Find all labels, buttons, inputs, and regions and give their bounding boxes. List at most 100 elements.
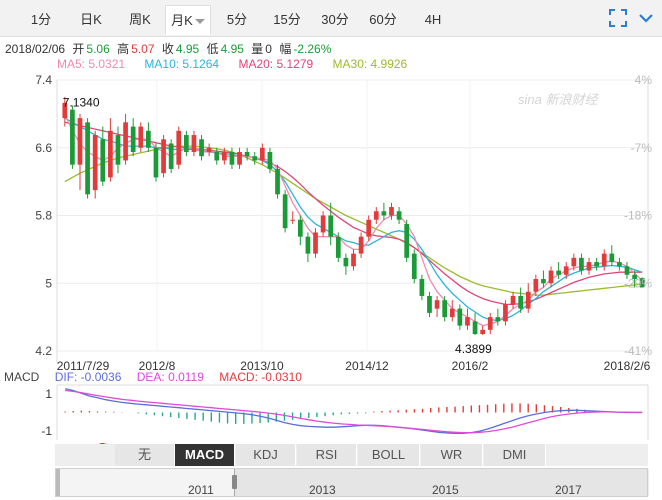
navigator-handle-start[interactable] <box>56 469 60 496</box>
indicator-tab-label: WR <box>440 447 463 462</box>
price-grid <box>56 79 649 363</box>
candle-up <box>449 308 455 318</box>
candle-down <box>632 274 637 280</box>
navigator-year: 2011 <box>188 483 214 497</box>
indicator-tab-wr[interactable]: WR <box>421 444 483 466</box>
candle-up <box>138 126 144 148</box>
candle-up <box>77 118 83 165</box>
percent-tick-label: -29% <box>624 276 652 290</box>
navigator-selection[interactable] <box>234 469 649 496</box>
candle-down <box>328 215 334 237</box>
tab-label: 月K <box>171 13 193 28</box>
date-tick-label: 2014/12 <box>345 359 389 373</box>
indicator-tab-label: BOLL <box>371 447 406 462</box>
indicator-tab-kdj[interactable]: KDJ <box>236 444 296 466</box>
candle-down <box>305 236 311 254</box>
volume-label: 量 <box>251 42 264 56</box>
candle-down <box>381 211 387 216</box>
candle-down <box>579 257 584 271</box>
tab-daily-k[interactable]: 日K <box>75 5 107 35</box>
change-value: -2.26% <box>293 42 332 56</box>
tab-label: 60分 <box>369 12 397 27</box>
tab-label: 5分 <box>226 12 248 27</box>
navigator-year: 2013 <box>309 483 336 497</box>
candle-up <box>487 317 493 330</box>
percent-tick-label: -7% <box>631 141 653 155</box>
tab-weekly-k[interactable]: 周K <box>122 5 158 35</box>
candle-down <box>184 135 189 152</box>
candle-down <box>297 219 303 237</box>
fullscreen-icon[interactable] <box>608 8 628 28</box>
tab-monthly-k[interactable]: 月K <box>165 5 211 35</box>
date-tick-label: 2013/10 <box>240 359 284 373</box>
candle-up <box>161 139 166 174</box>
tab-60min[interactable]: 60分 <box>366 5 400 35</box>
open-value: 5.06 <box>86 42 110 56</box>
candle-down <box>518 295 523 309</box>
dea-line <box>65 389 642 434</box>
indicator-tab-macd[interactable]: MACD <box>175 444 235 466</box>
candle-down <box>617 262 622 267</box>
macd-grid: 1 -1 <box>41 384 649 440</box>
candle-down <box>404 223 410 258</box>
tab-label: 日K <box>80 12 102 27</box>
tab-label: 周K <box>129 12 151 27</box>
candle-down <box>115 135 121 165</box>
tab-15min[interactable]: 15分 <box>270 5 304 35</box>
percent-tick-label: -18% <box>624 209 652 223</box>
price-tick-label: 5 <box>45 276 52 290</box>
ma30-line <box>64 145 643 296</box>
indicator-tab-rsi[interactable]: RSI <box>297 444 357 466</box>
indicator-tab-label: MACD <box>185 447 224 462</box>
tab-4h[interactable]: 4H <box>418 5 448 35</box>
percent-tick-label: -41% <box>624 344 652 358</box>
indicator-tab-none[interactable]: 无 <box>115 444 175 466</box>
low-label: 低 <box>206 42 219 56</box>
candle-down <box>343 257 349 267</box>
candle-down <box>442 300 448 318</box>
tab-label: 15分 <box>273 12 301 27</box>
candle-up <box>320 215 326 233</box>
navigator-handle-left[interactable] <box>232 475 237 489</box>
candle-down <box>282 194 288 229</box>
candle-up <box>533 279 539 292</box>
candle-up <box>510 295 516 305</box>
close-label: 收 <box>161 42 174 56</box>
indicator-tab-boll[interactable]: BOLL <box>358 444 420 466</box>
candle-down <box>153 147 159 178</box>
macd-value-legend: MACD: -0.0310 <box>219 370 302 384</box>
navigator-year: 2015 <box>432 483 459 497</box>
tab-label: 1分 <box>30 12 52 27</box>
candle-down <box>214 151 220 161</box>
tab-5min[interactable]: 5分 <box>222 5 252 35</box>
candle-up <box>237 151 242 165</box>
indicator-tab-label: 无 <box>137 447 151 462</box>
ma5-legend: MA5: 5.0321 <box>57 57 126 71</box>
indicator-tab-dmi[interactable]: DMI <box>484 444 546 466</box>
ma20-legend: MA20: 5.1279 <box>238 57 314 71</box>
candle-down <box>146 130 151 148</box>
candle-up <box>221 151 227 161</box>
candle-up <box>108 130 113 178</box>
range-navigator[interactable]: 2011 2013 2015 2017 <box>55 468 649 497</box>
candle-down <box>472 321 478 335</box>
percent-tick-label: 4% <box>635 73 653 87</box>
close-value: 4.95 <box>175 42 200 56</box>
ma10-legend: MA10: 5.1264 <box>144 57 220 71</box>
candle-down <box>594 262 599 267</box>
price-tick-label: 4.2 <box>35 344 52 358</box>
tab-30min[interactable]: 30分 <box>318 5 352 35</box>
tab-label: 4H <box>424 12 442 27</box>
candle-up <box>351 253 356 267</box>
price-tick-label: 6.6 <box>35 141 52 155</box>
candle-up <box>62 102 68 119</box>
candle-down <box>639 278 645 288</box>
tab-1min[interactable]: 1分 <box>26 5 56 35</box>
date-tick-label: 2011/7/29 <box>57 359 110 373</box>
ma30-legend: MA30: 4.9926 <box>332 57 408 71</box>
caret-down-icon <box>194 19 205 25</box>
chevron-down-icon[interactable] <box>636 8 656 28</box>
candle-down <box>624 266 630 275</box>
